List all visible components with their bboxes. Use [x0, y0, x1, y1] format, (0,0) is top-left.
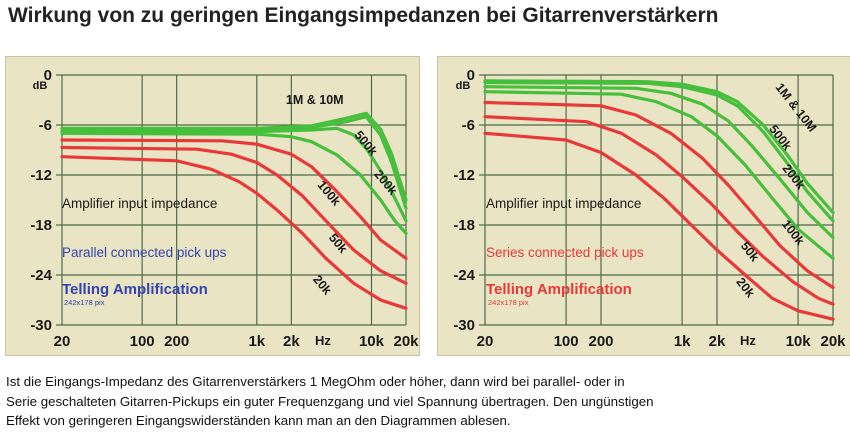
c0-small-note: 242x178 pix — [64, 298, 105, 307]
c0-impedance-label: Amplifier input impedance — [62, 196, 217, 211]
c1-brand-label: Telling Amplification — [486, 281, 632, 298]
c0-xtick-label: 1k — [248, 333, 265, 350]
c0-ytick-label: -30 — [30, 317, 52, 334]
c0-curve-label: 1M & 10M — [286, 93, 344, 107]
c1-xtick-label: 1k — [674, 333, 691, 350]
c1-curve-label: 500k — [766, 122, 794, 153]
c1-series-line — [483, 79, 835, 215]
chart-series-pickups: 0 -6 -12 -18 -24 -30 20 100 200 1k 2k 10k 20k dB Hz 1M … — [437, 56, 850, 356]
c0-ylabel: dB — [33, 80, 48, 92]
c1-curve-label: 50k — [738, 239, 762, 264]
c1-series-line — [483, 100, 835, 290]
c1-ytick-label: -30 — [453, 317, 475, 334]
c0-ytick-label: -6 — [39, 117, 52, 134]
c1-series-line — [483, 80, 835, 223]
c1-curve-label: 20k — [733, 275, 757, 300]
c1-ytick-label: -24 — [453, 267, 475, 284]
c0-curve-label: 50k — [326, 231, 350, 256]
c0-series-line — [60, 126, 408, 223]
c1-ytick-label: 0 — [467, 67, 475, 84]
c0-series-line — [60, 131, 408, 235]
caption-line-1: Ist die Eingangs-Impedanz des Gitarrenve… — [6, 374, 625, 389]
c0-series-line — [60, 115, 408, 210]
c0-config-label: Parallel connected pick ups — [62, 245, 227, 260]
c1-series-line — [483, 90, 835, 260]
c0-curve-label: 100k — [315, 178, 344, 208]
c0-ytick-label: -12 — [30, 167, 52, 184]
c0-series-line — [60, 145, 408, 285]
chart-parallel-pickups: 0 -6 -12 -18 -24 -30 20 100 200 1k 2k 10k 20k dB Hz 1M … — [5, 56, 420, 356]
c0-xtick-label: 20k — [393, 333, 419, 350]
c1-xtick-label: 20k — [820, 333, 846, 350]
c1-series-line — [483, 131, 835, 321]
c0-curve-label: 20k — [310, 272, 334, 297]
c1-xtick-label: 20 — [477, 333, 494, 350]
caption-text: Ist die Eingangs-Impedanz des Gitarrenve… — [6, 372, 846, 431]
caption-line-3: Effekt von geringeren Eingangswiderständ… — [6, 413, 511, 428]
c0-ytick-label: -18 — [30, 217, 52, 234]
c1-xtick-label: 2k — [709, 333, 726, 350]
c1-series-line — [483, 85, 835, 240]
c1-ytick-label: -12 — [453, 167, 475, 184]
c1-ytick-label: -18 — [453, 217, 475, 234]
c1-series-line — [483, 115, 835, 306]
c1-ylabel: dB — [456, 80, 471, 92]
c0-xtick-label: 20 — [54, 333, 71, 350]
c0-curve-label: 500k — [352, 128, 381, 158]
c0-xtick-label: 10k — [359, 333, 385, 350]
c0-series-line — [60, 155, 408, 310]
c0-xtick-label: 200 — [164, 333, 189, 350]
c0-ytick-label: 0 — [44, 67, 52, 84]
c1-xtick-label: 200 — [588, 333, 613, 350]
c1-xtick-label: 100 — [554, 333, 579, 350]
c0-xtick-label: 100 — [130, 333, 155, 350]
c1-curve-label: 100k — [779, 217, 807, 248]
c1-impedance-label: Amplifier input impedance — [486, 196, 641, 211]
c1-config-label: Series connected pick ups — [486, 245, 644, 260]
c0-series-line — [60, 138, 408, 260]
page-title: Wirkung von zu geringen Eingangsimpedanz… — [8, 4, 719, 27]
c0-brand-label: Telling Amplification — [62, 281, 208, 298]
c0-xlabel: Hz — [315, 333, 331, 348]
c0-ytick-label: -24 — [30, 267, 52, 284]
c1-small-note: 242x178 pix — [488, 298, 529, 307]
c1-xlabel: Hz — [740, 333, 756, 348]
caption-line-2: Serie geschalteten Gitarren-Pickups ein … — [6, 393, 654, 409]
c1-xtick-label: 10k — [786, 333, 812, 350]
c0-xtick-label: 2k — [283, 333, 300, 350]
c1-ytick-label: -6 — [462, 117, 475, 134]
